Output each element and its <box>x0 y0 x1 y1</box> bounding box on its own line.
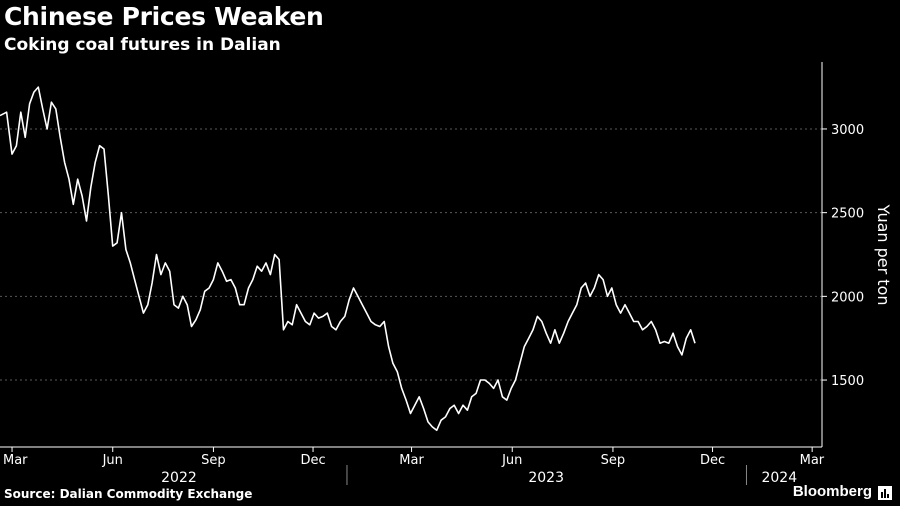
x-tick-label: Jun <box>501 453 522 468</box>
brand-logo-text: Bloomberg <box>792 483 872 500</box>
y-tick-label: 2000 <box>831 290 864 305</box>
x-tick-label: Mar <box>3 453 28 468</box>
y-axis-ticks: 1500 2000 2500 3000 <box>822 123 864 389</box>
chart-title: Chinese Prices Weaken <box>4 2 324 31</box>
x-tick-label: Mar <box>800 453 825 468</box>
series-line <box>0 86 696 432</box>
year-label: 2024 <box>761 470 797 486</box>
year-label: 2023 <box>528 470 564 486</box>
source-note: Source: Dalian Commodity Exchange <box>4 487 253 501</box>
year-labels: 2022 2023 2024 <box>161 465 797 486</box>
y-tick-label: 1500 <box>831 374 864 389</box>
axes <box>0 62 823 448</box>
x-axis-ticks: Mar Jun Sep Dec Mar Jun Sep Dec Mar <box>3 447 825 468</box>
x-tick-label: Jun <box>102 453 123 468</box>
y-tick-label: 3000 <box>831 123 864 138</box>
x-tick-label: Sep <box>601 453 626 468</box>
chart-subtitle: Coking coal futures in Dalian <box>4 35 281 55</box>
gridlines <box>0 128 822 381</box>
bar-chart-icon <box>878 486 892 500</box>
x-tick-label: Mar <box>399 453 424 468</box>
x-tick-label: Dec <box>700 453 725 468</box>
year-label: 2022 <box>161 470 197 486</box>
x-tick-label: Dec <box>300 453 325 468</box>
x-tick-label: Sep <box>201 453 226 468</box>
y-tick-label: 2500 <box>831 207 864 222</box>
y-axis-label: Yuan per ton <box>874 204 893 306</box>
